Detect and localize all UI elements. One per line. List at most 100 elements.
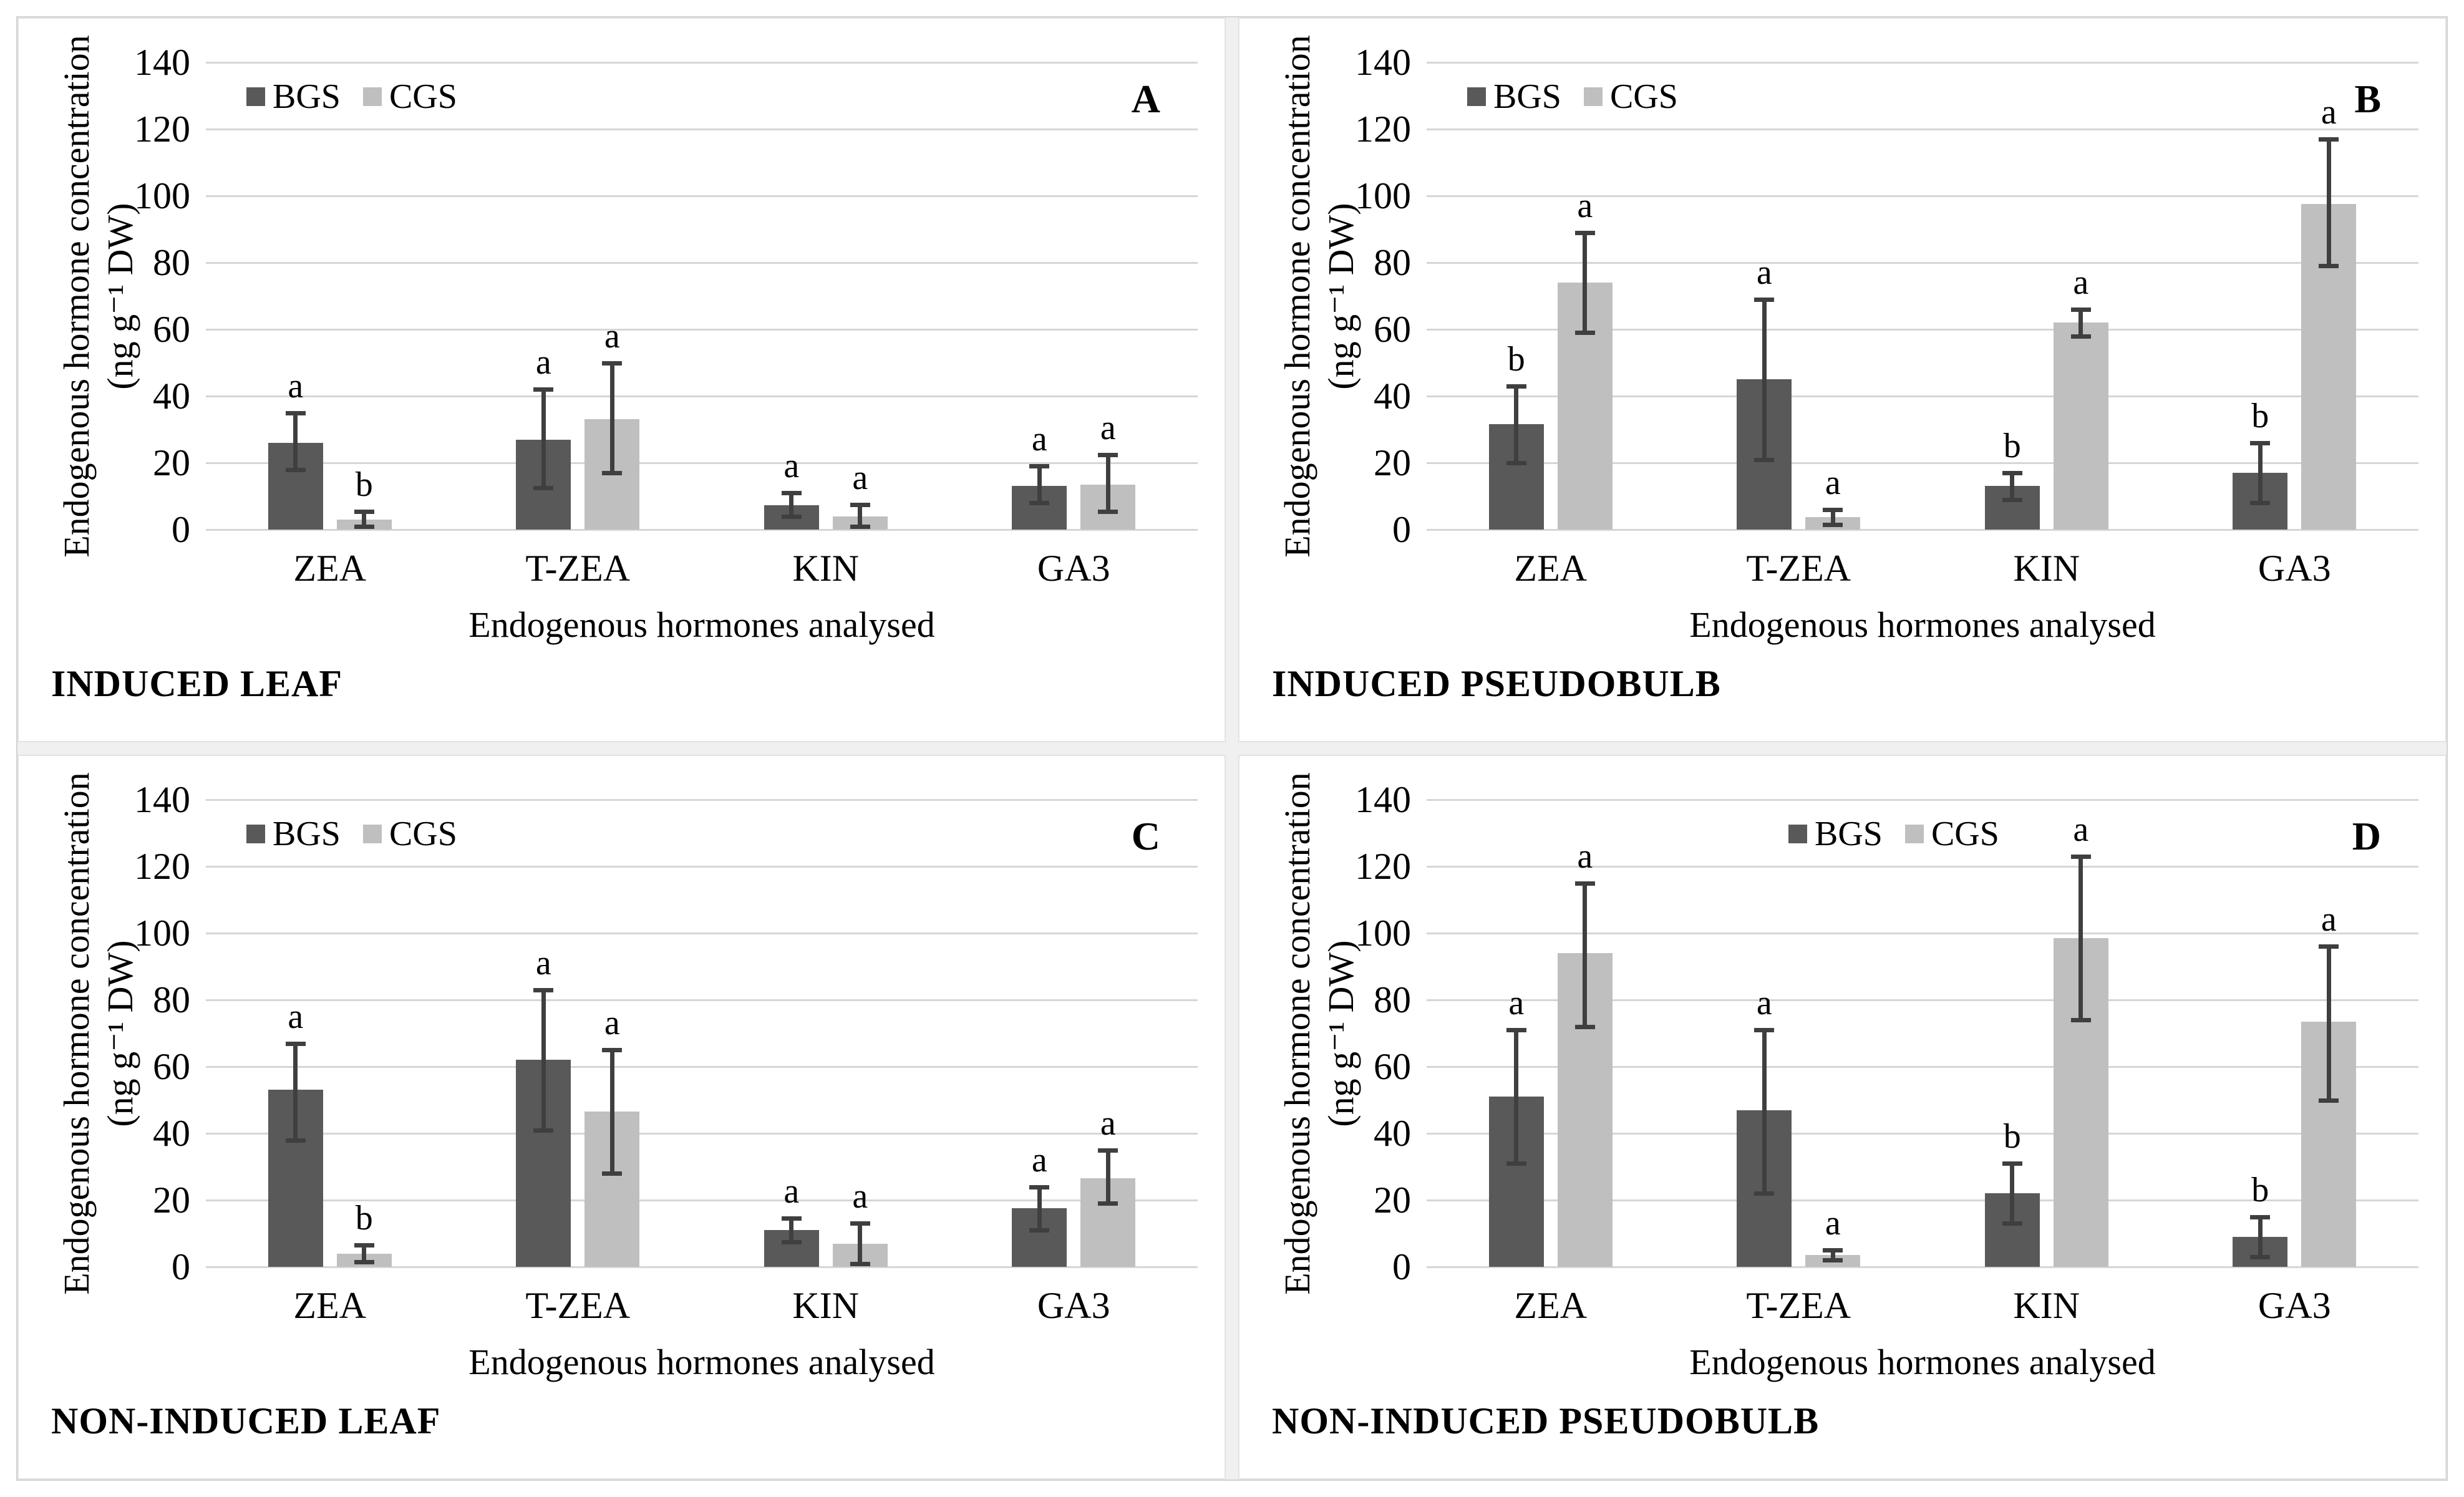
error-bar-whisker: [2258, 442, 2263, 503]
significance-letter: a: [604, 316, 620, 356]
significance-letter: a: [1031, 1140, 1047, 1180]
legend-label: BGS: [273, 815, 341, 853]
gridline-100: [1427, 932, 2418, 934]
gridline-60: [206, 1065, 1198, 1068]
panel-letter: D: [2352, 814, 2381, 858]
y-axis-tick-label: 60: [153, 1046, 190, 1087]
error-bar-cap-top: [1823, 507, 1843, 512]
error-bar-cap-bottom: [850, 524, 870, 529]
significance-letter: a: [1756, 984, 1772, 1023]
legend-swatch-icon: [246, 825, 265, 843]
error-bar-cap-bottom: [2319, 264, 2339, 269]
significance-letter: a: [852, 1177, 868, 1216]
significance-letter: a: [1031, 420, 1047, 459]
y-axis-tick-label: 60: [1374, 1046, 1411, 1087]
y-axis-title-line1: Endogenous hormone concentration: [56, 772, 97, 1295]
y-axis-tick-label: 80: [1374, 242, 1411, 283]
error-bar-cap-top: [1574, 881, 1595, 886]
legend: BGS CGS: [1788, 816, 1999, 852]
significance-letter: b: [2003, 1117, 2021, 1156]
y-axis-tick-label: 0: [172, 1246, 190, 1287]
y-axis-title-line2: (ng g⁻¹ DW): [1321, 939, 1361, 1127]
gridline-140: [1427, 798, 2418, 801]
error-bar-whisker: [293, 412, 298, 470]
error-bar-cap-top: [2250, 1214, 2271, 1219]
error-bar-whisker: [2326, 139, 2331, 266]
error-bar-whisker: [2326, 946, 2331, 1100]
y-axis-tick-label: 20: [153, 1180, 190, 1221]
x-axis-title: Endogenous hormones analysed: [1689, 1342, 2156, 1382]
error-bar-whisker: [2258, 1216, 2263, 1257]
error-bar-cap-top: [1754, 1028, 1775, 1033]
legend-item-bgs: BGS: [246, 816, 341, 852]
gridline-40: [1427, 1132, 2418, 1135]
error-bar-cap-top: [1506, 1028, 1526, 1033]
significance-letter: a: [2073, 810, 2089, 849]
gridline-120: [206, 128, 1198, 130]
category-label-zea: ZEA: [293, 1285, 367, 1326]
chart-panel-c: 0 20 40 60 80 100 120 140 Endogenous hormone con…: [17, 755, 1226, 1480]
error-bar-whisker: [1762, 299, 1767, 460]
legend-label: CGS: [1609, 77, 1678, 116]
y-axis-tick-label: 140: [134, 779, 190, 820]
error-bar-cap-top: [1823, 1248, 1843, 1253]
y-axis-title: Endogenous hormone concentration (ng g⁻¹ …: [49, 756, 148, 1314]
category-label-zea: ZEA: [293, 548, 367, 589]
legend: BGS CGS: [1467, 79, 1678, 115]
category-label-ga3: GA3: [1037, 1285, 1110, 1326]
legend-label: BGS: [273, 77, 341, 116]
significance-letter: a: [604, 1004, 620, 1043]
significance-letter: a: [1577, 186, 1593, 225]
category-label-kin: KIN: [792, 548, 860, 589]
error-bar-cap-top: [533, 387, 554, 392]
y-axis-tick-label: 140: [1355, 42, 1411, 83]
error-bar-cap-bottom: [1029, 501, 1050, 506]
y-axis-tick-label: 80: [153, 979, 190, 1020]
category-label-zea: ZEA: [1514, 548, 1588, 589]
y-axis-tick-label: 0: [172, 509, 190, 550]
error-bar-whisker: [1514, 385, 1519, 463]
error-bar-cap-bottom: [533, 486, 554, 491]
error-bar-cap-top: [602, 1048, 623, 1053]
y-axis-tick-label: 0: [1392, 1246, 1411, 1287]
legend-label: CGS: [1931, 815, 1999, 853]
legend: BGS CGS: [246, 816, 457, 852]
error-bar-cap-top: [2319, 137, 2339, 142]
bar-cgs-kin: [2053, 322, 2108, 530]
significance-letter: a: [2321, 93, 2337, 132]
gridline-0: [1427, 528, 2418, 531]
category-label-ga3: GA3: [1037, 548, 1110, 589]
error-bar-whisker: [2010, 1163, 2015, 1224]
error-bar-cap-top: [1029, 1185, 1050, 1189]
panel-letter: A: [1131, 77, 1160, 121]
error-bar-cap-bottom: [1098, 1201, 1118, 1206]
error-bar-cap-top: [354, 509, 374, 514]
y-axis-title-line2: (ng g⁻¹ DW): [100, 939, 140, 1127]
panel-title: INDUCED LEAF: [51, 663, 343, 704]
error-bar-whisker: [362, 511, 367, 526]
significance-letter: b: [2251, 396, 2269, 435]
error-bar-cap-top: [354, 1243, 374, 1248]
legend-swatch-icon: [1583, 87, 1603, 106]
category-label-kin: KIN: [792, 1285, 860, 1326]
y-axis-tick-label: 100: [1355, 175, 1411, 216]
error-bar-whisker: [609, 362, 614, 473]
y-axis-title-line1: Endogenous hormone concentration: [1277, 34, 1317, 558]
error-bar-whisker: [789, 1218, 794, 1242]
gridline-0: [1427, 1266, 2418, 1268]
error-bar-cap-top: [602, 361, 623, 366]
error-bar-cap-bottom: [2070, 334, 2091, 339]
significance-letter: a: [1825, 1204, 1841, 1243]
significance-letter: b: [2003, 427, 2021, 466]
legend-label: CGS: [389, 77, 457, 116]
y-axis-title: Endogenous hormone concentration (ng g⁻¹ …: [49, 19, 148, 577]
error-bar-cap-top: [1098, 452, 1118, 457]
error-bar-cap-bottom: [850, 1261, 870, 1266]
legend-swatch-icon: [362, 87, 382, 106]
error-bar-whisker: [1830, 1250, 1835, 1261]
x-axis-title: Endogenous hormones analysed: [468, 1342, 935, 1382]
error-bar-cap-bottom: [2250, 1254, 2271, 1259]
category-label-kin: KIN: [2013, 548, 2080, 589]
legend-swatch-icon: [1788, 825, 1807, 843]
significance-letter: a: [1756, 253, 1772, 292]
